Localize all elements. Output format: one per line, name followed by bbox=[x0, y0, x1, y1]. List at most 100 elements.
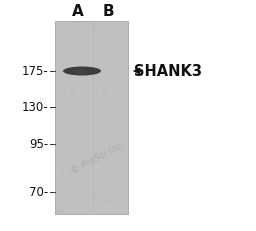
Text: 130-: 130- bbox=[21, 101, 48, 114]
Bar bbox=[103, 164, 104, 168]
Bar bbox=[92, 36, 94, 38]
Bar bbox=[121, 48, 125, 51]
Bar bbox=[100, 73, 104, 76]
Text: 70-: 70- bbox=[29, 186, 48, 199]
Bar bbox=[56, 210, 63, 213]
Bar bbox=[103, 177, 108, 178]
Bar bbox=[122, 180, 124, 181]
Bar bbox=[115, 203, 116, 204]
Bar bbox=[123, 27, 128, 30]
Bar bbox=[106, 147, 113, 148]
Bar bbox=[56, 27, 59, 29]
Bar bbox=[83, 70, 86, 71]
Bar bbox=[61, 172, 64, 175]
Bar bbox=[58, 153, 63, 157]
Bar bbox=[58, 83, 61, 87]
Bar bbox=[94, 68, 98, 72]
Text: 95-: 95- bbox=[29, 138, 48, 151]
Text: A: A bbox=[72, 4, 84, 19]
Bar bbox=[106, 197, 108, 199]
Bar bbox=[59, 201, 66, 202]
Bar bbox=[76, 59, 79, 61]
Bar bbox=[83, 61, 90, 65]
Bar bbox=[117, 103, 124, 106]
Bar bbox=[70, 116, 73, 118]
Ellipse shape bbox=[63, 67, 101, 76]
Bar bbox=[80, 159, 87, 160]
Bar bbox=[55, 22, 128, 214]
Bar bbox=[121, 60, 125, 63]
Bar bbox=[72, 28, 75, 31]
Ellipse shape bbox=[72, 69, 98, 74]
Bar bbox=[118, 80, 121, 83]
Bar bbox=[119, 189, 124, 190]
Bar bbox=[73, 93, 75, 96]
Bar bbox=[73, 192, 79, 193]
Bar bbox=[125, 194, 127, 195]
Bar bbox=[79, 33, 81, 37]
Bar bbox=[66, 128, 70, 131]
Bar bbox=[56, 119, 59, 120]
Bar bbox=[115, 134, 118, 136]
Bar bbox=[72, 109, 74, 111]
Bar bbox=[102, 136, 109, 137]
Bar bbox=[62, 42, 63, 43]
Text: 175-: 175- bbox=[21, 65, 48, 78]
Bar bbox=[106, 186, 110, 188]
Bar bbox=[99, 90, 102, 93]
Bar bbox=[99, 40, 106, 41]
Bar bbox=[94, 30, 101, 32]
Bar bbox=[125, 204, 132, 205]
Bar bbox=[85, 22, 86, 25]
Bar bbox=[61, 98, 62, 99]
Bar bbox=[72, 50, 77, 52]
Bar bbox=[67, 163, 73, 166]
Bar bbox=[99, 77, 104, 80]
Bar bbox=[69, 113, 70, 114]
Bar bbox=[82, 112, 84, 114]
Bar bbox=[98, 203, 106, 204]
Bar bbox=[94, 175, 102, 176]
Bar bbox=[77, 195, 78, 198]
Bar bbox=[109, 43, 115, 44]
Bar bbox=[66, 157, 72, 161]
Bar bbox=[79, 80, 80, 81]
Text: B: B bbox=[102, 4, 114, 19]
Bar bbox=[83, 31, 86, 34]
Ellipse shape bbox=[72, 70, 88, 74]
Bar bbox=[71, 132, 73, 136]
Bar bbox=[78, 111, 83, 113]
Bar bbox=[68, 164, 71, 166]
Bar bbox=[56, 143, 59, 146]
Bar bbox=[115, 144, 121, 145]
Bar bbox=[68, 144, 73, 146]
Bar bbox=[76, 46, 83, 47]
Bar bbox=[113, 202, 114, 206]
Bar bbox=[82, 91, 89, 93]
Bar bbox=[75, 23, 79, 24]
Bar bbox=[77, 97, 84, 98]
Bar bbox=[56, 152, 57, 153]
Bar bbox=[97, 58, 101, 61]
Bar bbox=[59, 198, 61, 199]
Bar bbox=[78, 167, 82, 169]
Text: © ProSci Inc.: © ProSci Inc. bbox=[70, 140, 126, 175]
Bar bbox=[85, 157, 89, 159]
Bar bbox=[66, 146, 72, 149]
Bar bbox=[120, 123, 121, 126]
Bar bbox=[102, 199, 110, 203]
Bar bbox=[94, 193, 101, 196]
Bar bbox=[61, 127, 68, 131]
Bar bbox=[123, 110, 129, 113]
Bar bbox=[101, 87, 109, 89]
Bar bbox=[56, 189, 57, 190]
Bar bbox=[123, 112, 127, 113]
Bar bbox=[113, 122, 117, 125]
Bar bbox=[123, 185, 124, 186]
Bar bbox=[115, 44, 120, 48]
Bar bbox=[103, 93, 107, 96]
Bar bbox=[113, 65, 117, 67]
Bar bbox=[83, 35, 85, 38]
Bar bbox=[92, 159, 95, 162]
Bar bbox=[79, 102, 82, 104]
